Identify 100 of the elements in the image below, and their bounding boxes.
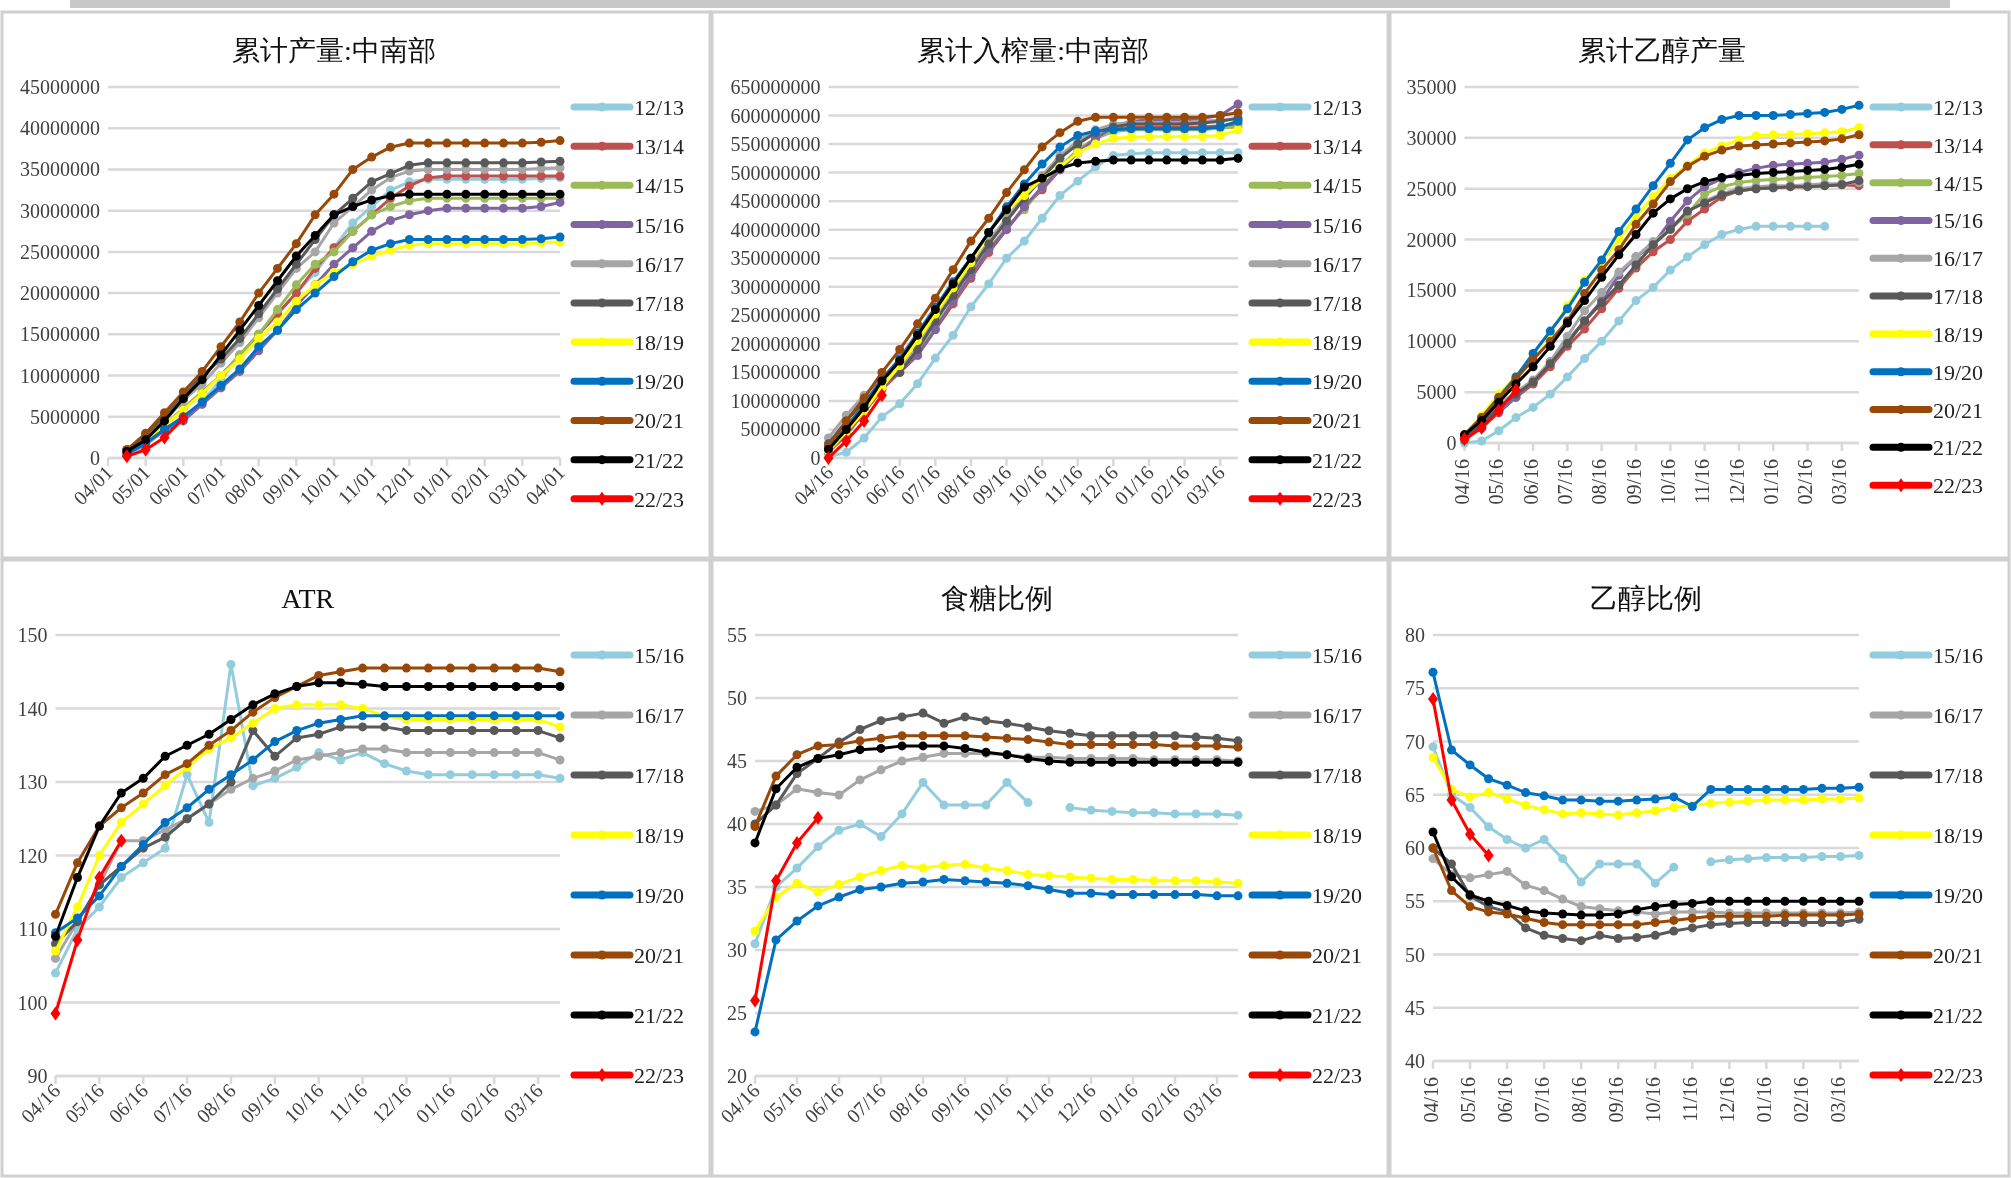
point bbox=[1428, 742, 1438, 752]
point bbox=[445, 663, 455, 673]
point bbox=[939, 718, 949, 728]
point bbox=[1191, 741, 1201, 751]
legend-label: 15/16 bbox=[634, 212, 685, 238]
point bbox=[160, 781, 170, 791]
point bbox=[1044, 885, 1054, 895]
y-tick-label: 250000000 bbox=[730, 304, 821, 327]
y-tick-label: 40000000 bbox=[20, 117, 100, 140]
point bbox=[94, 870, 105, 885]
point bbox=[380, 722, 390, 732]
point bbox=[270, 704, 280, 713]
point bbox=[1107, 806, 1117, 816]
point bbox=[1761, 795, 1771, 805]
point bbox=[1669, 899, 1679, 909]
y-tick-label: 25000000 bbox=[20, 240, 100, 263]
point bbox=[1170, 731, 1180, 741]
point bbox=[792, 916, 802, 926]
point bbox=[1706, 911, 1716, 921]
point bbox=[813, 788, 823, 797]
point bbox=[1576, 902, 1586, 912]
x-tick-label: 12/16 bbox=[1715, 1077, 1738, 1123]
point bbox=[1212, 891, 1222, 901]
point bbox=[897, 861, 907, 871]
point bbox=[1650, 794, 1660, 804]
point bbox=[1854, 850, 1864, 860]
point bbox=[1595, 910, 1605, 920]
point bbox=[348, 164, 358, 174]
chart-title: 累计产量:中南部 bbox=[232, 35, 436, 66]
x-tick-label: 08/16 bbox=[1567, 1077, 1590, 1123]
point bbox=[1428, 827, 1438, 837]
point bbox=[897, 756, 907, 766]
y-tick-label: 10000 bbox=[1406, 330, 1457, 353]
point bbox=[291, 239, 301, 249]
point bbox=[1837, 162, 1847, 172]
point bbox=[960, 731, 970, 741]
y-tick-label: 100 bbox=[17, 991, 48, 1014]
point bbox=[1539, 791, 1549, 801]
point bbox=[960, 712, 970, 722]
point bbox=[273, 263, 282, 273]
point bbox=[1743, 854, 1753, 864]
point bbox=[1502, 780, 1512, 790]
point bbox=[489, 681, 499, 691]
point bbox=[1648, 208, 1658, 218]
point bbox=[1595, 930, 1605, 940]
point bbox=[981, 877, 991, 887]
point bbox=[226, 770, 236, 780]
point bbox=[380, 681, 390, 691]
point bbox=[876, 388, 887, 403]
x-tick-label: 06/16 bbox=[1519, 459, 1542, 505]
point bbox=[1107, 890, 1117, 900]
x-tick-label: 03/16 bbox=[1827, 1077, 1850, 1123]
legend-label: 21/22 bbox=[1312, 1003, 1363, 1028]
point bbox=[445, 748, 455, 758]
point bbox=[489, 726, 499, 736]
point bbox=[51, 968, 60, 978]
point bbox=[1632, 795, 1642, 805]
point bbox=[877, 412, 887, 422]
point bbox=[1648, 199, 1658, 209]
point bbox=[1465, 827, 1476, 842]
point bbox=[1669, 803, 1679, 813]
point bbox=[50, 1006, 61, 1021]
point bbox=[1717, 145, 1727, 155]
point bbox=[897, 731, 907, 741]
point bbox=[1149, 731, 1159, 741]
point bbox=[1768, 221, 1778, 231]
point bbox=[1558, 854, 1568, 864]
point bbox=[555, 197, 565, 207]
point bbox=[792, 750, 802, 760]
point bbox=[1558, 894, 1568, 904]
point bbox=[235, 317, 245, 327]
point bbox=[336, 748, 346, 758]
y-tick-label: 400000000 bbox=[730, 218, 821, 241]
point bbox=[1465, 902, 1475, 912]
point bbox=[1233, 742, 1243, 752]
legend-label: 18/19 bbox=[1933, 823, 1984, 848]
point bbox=[1724, 896, 1734, 906]
point bbox=[270, 751, 280, 761]
point bbox=[511, 711, 521, 721]
y-tick-label: 650000000 bbox=[730, 76, 821, 98]
point bbox=[1465, 792, 1475, 802]
point bbox=[1180, 155, 1190, 165]
point bbox=[404, 189, 414, 199]
point bbox=[1065, 803, 1075, 813]
point bbox=[1126, 132, 1136, 142]
point bbox=[960, 876, 970, 886]
point bbox=[423, 138, 433, 148]
x-tick-label: 03/16 bbox=[1828, 459, 1851, 505]
point bbox=[897, 809, 907, 819]
point bbox=[1669, 926, 1679, 936]
legend-label: 12/13 bbox=[634, 95, 685, 120]
point bbox=[1037, 159, 1047, 169]
point bbox=[197, 375, 207, 385]
point bbox=[533, 726, 543, 736]
x-tick-label: 10/16 bbox=[1641, 1077, 1664, 1123]
point bbox=[1191, 732, 1201, 742]
point bbox=[1576, 920, 1586, 930]
point bbox=[401, 748, 411, 758]
point bbox=[461, 189, 471, 199]
point bbox=[1521, 913, 1531, 923]
